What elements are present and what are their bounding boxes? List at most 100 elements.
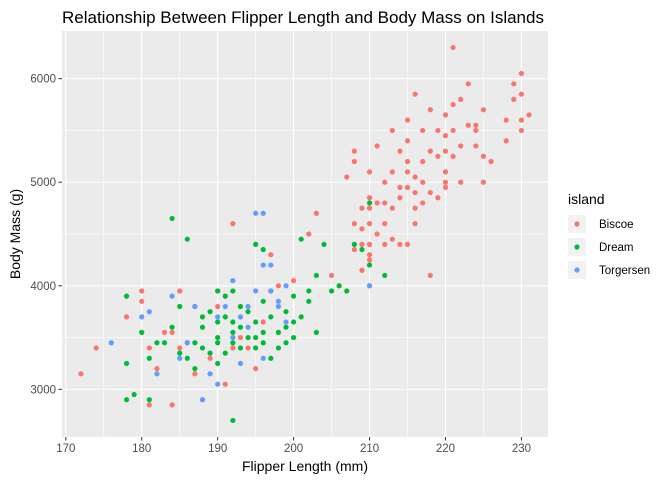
point-biscoe [488, 158, 494, 165]
point-biscoe [397, 184, 403, 190]
point-dream [199, 314, 206, 320]
point-biscoe [366, 221, 373, 227]
point-biscoe [169, 402, 175, 408]
point-biscoe [503, 138, 509, 144]
point-dream [230, 340, 236, 346]
point-dream [306, 298, 312, 304]
point-biscoe [177, 345, 183, 351]
point-biscoe [397, 241, 403, 247]
y-tick-label: 5000 [30, 177, 56, 189]
point-biscoe [123, 314, 130, 320]
point-biscoe [427, 107, 433, 113]
point-dream [222, 314, 228, 320]
point-dream [313, 329, 319, 335]
point-dream [177, 350, 183, 356]
point-dream [260, 329, 266, 335]
point-biscoe [374, 200, 380, 206]
point-dream [260, 298, 266, 304]
point-biscoe [230, 221, 236, 227]
point-dream [123, 360, 130, 367]
point-torgersen [192, 303, 198, 310]
point-dream [192, 366, 198, 372]
point-dream [298, 236, 304, 242]
point-biscoe [146, 402, 152, 408]
point-dream [291, 319, 297, 325]
point-dream [230, 329, 236, 335]
point-biscoe [442, 184, 449, 190]
point-dream [184, 355, 190, 361]
point-torgersen [230, 334, 236, 341]
point-dream [215, 319, 221, 325]
point-dream [230, 417, 236, 424]
point-dream [328, 288, 335, 294]
point-torgersen [283, 283, 289, 289]
chart-title: Relationship Between Flipper Length and … [62, 8, 544, 27]
point-dream [139, 329, 145, 335]
y-tick-label: 4000 [30, 281, 56, 293]
point-biscoe [442, 179, 449, 185]
point-dream [222, 350, 228, 356]
minor-gridlines [62, 31, 548, 437]
point-biscoe [420, 179, 426, 185]
point-biscoe [328, 272, 335, 279]
point-dream [237, 324, 244, 330]
point-biscoe [382, 221, 388, 227]
point-biscoe [154, 366, 160, 372]
point-biscoe [458, 143, 464, 149]
point-torgersen [169, 293, 175, 299]
point-dream [169, 215, 175, 222]
point-dream [313, 272, 319, 279]
point-biscoe [382, 200, 388, 206]
point-dream [283, 340, 289, 346]
x-tick-label: 190 [208, 443, 227, 455]
x-tick-label: 210 [360, 443, 379, 455]
point-torgersen [207, 371, 213, 377]
point-biscoe [412, 205, 418, 211]
point-biscoe [450, 153, 456, 159]
x-tick-label: 180 [132, 443, 151, 455]
point-biscoe [404, 138, 411, 144]
point-dream [192, 340, 198, 346]
y-axis-ticks: 3000 4000 5000 6000 [30, 74, 62, 396]
point-biscoe [480, 179, 487, 185]
point-biscoe [366, 241, 373, 247]
legend: island Biscoe Dream Torgersen [568, 191, 650, 279]
point-biscoe [275, 283, 282, 289]
legend-label-torgersen: Torgersen [599, 265, 650, 277]
legend-marker-biscoe [574, 221, 580, 227]
point-biscoe [359, 241, 365, 247]
point-torgersen [275, 298, 282, 304]
point-biscoe [78, 371, 84, 377]
point-dream [237, 303, 244, 310]
point-biscoe [215, 303, 221, 310]
point-biscoe [351, 246, 357, 253]
point-biscoe [465, 122, 471, 128]
point-biscoe [366, 252, 373, 258]
point-dream [131, 391, 137, 398]
point-biscoe [473, 127, 479, 134]
point-torgersen [237, 314, 244, 320]
point-biscoe [412, 189, 418, 196]
y-axis-title: Body Mass (g) [7, 189, 23, 279]
point-biscoe [207, 355, 213, 361]
point-dream [177, 303, 183, 310]
point-torgersen [146, 309, 152, 315]
point-dream [321, 241, 327, 247]
point-biscoe [480, 153, 487, 159]
point-biscoe [511, 96, 517, 102]
point-biscoe [359, 226, 365, 232]
point-biscoe [382, 179, 388, 185]
point-biscoe [366, 195, 373, 201]
point-dream [215, 360, 221, 367]
point-torgersen [215, 314, 221, 320]
point-biscoe [366, 169, 373, 175]
point-biscoe [253, 366, 259, 372]
point-dream [306, 288, 312, 294]
point-biscoe [359, 267, 365, 273]
point-dream [199, 345, 206, 351]
point-dream [336, 283, 342, 289]
point-biscoe [404, 158, 411, 165]
point-torgersen [283, 319, 289, 325]
point-dream [366, 200, 373, 206]
